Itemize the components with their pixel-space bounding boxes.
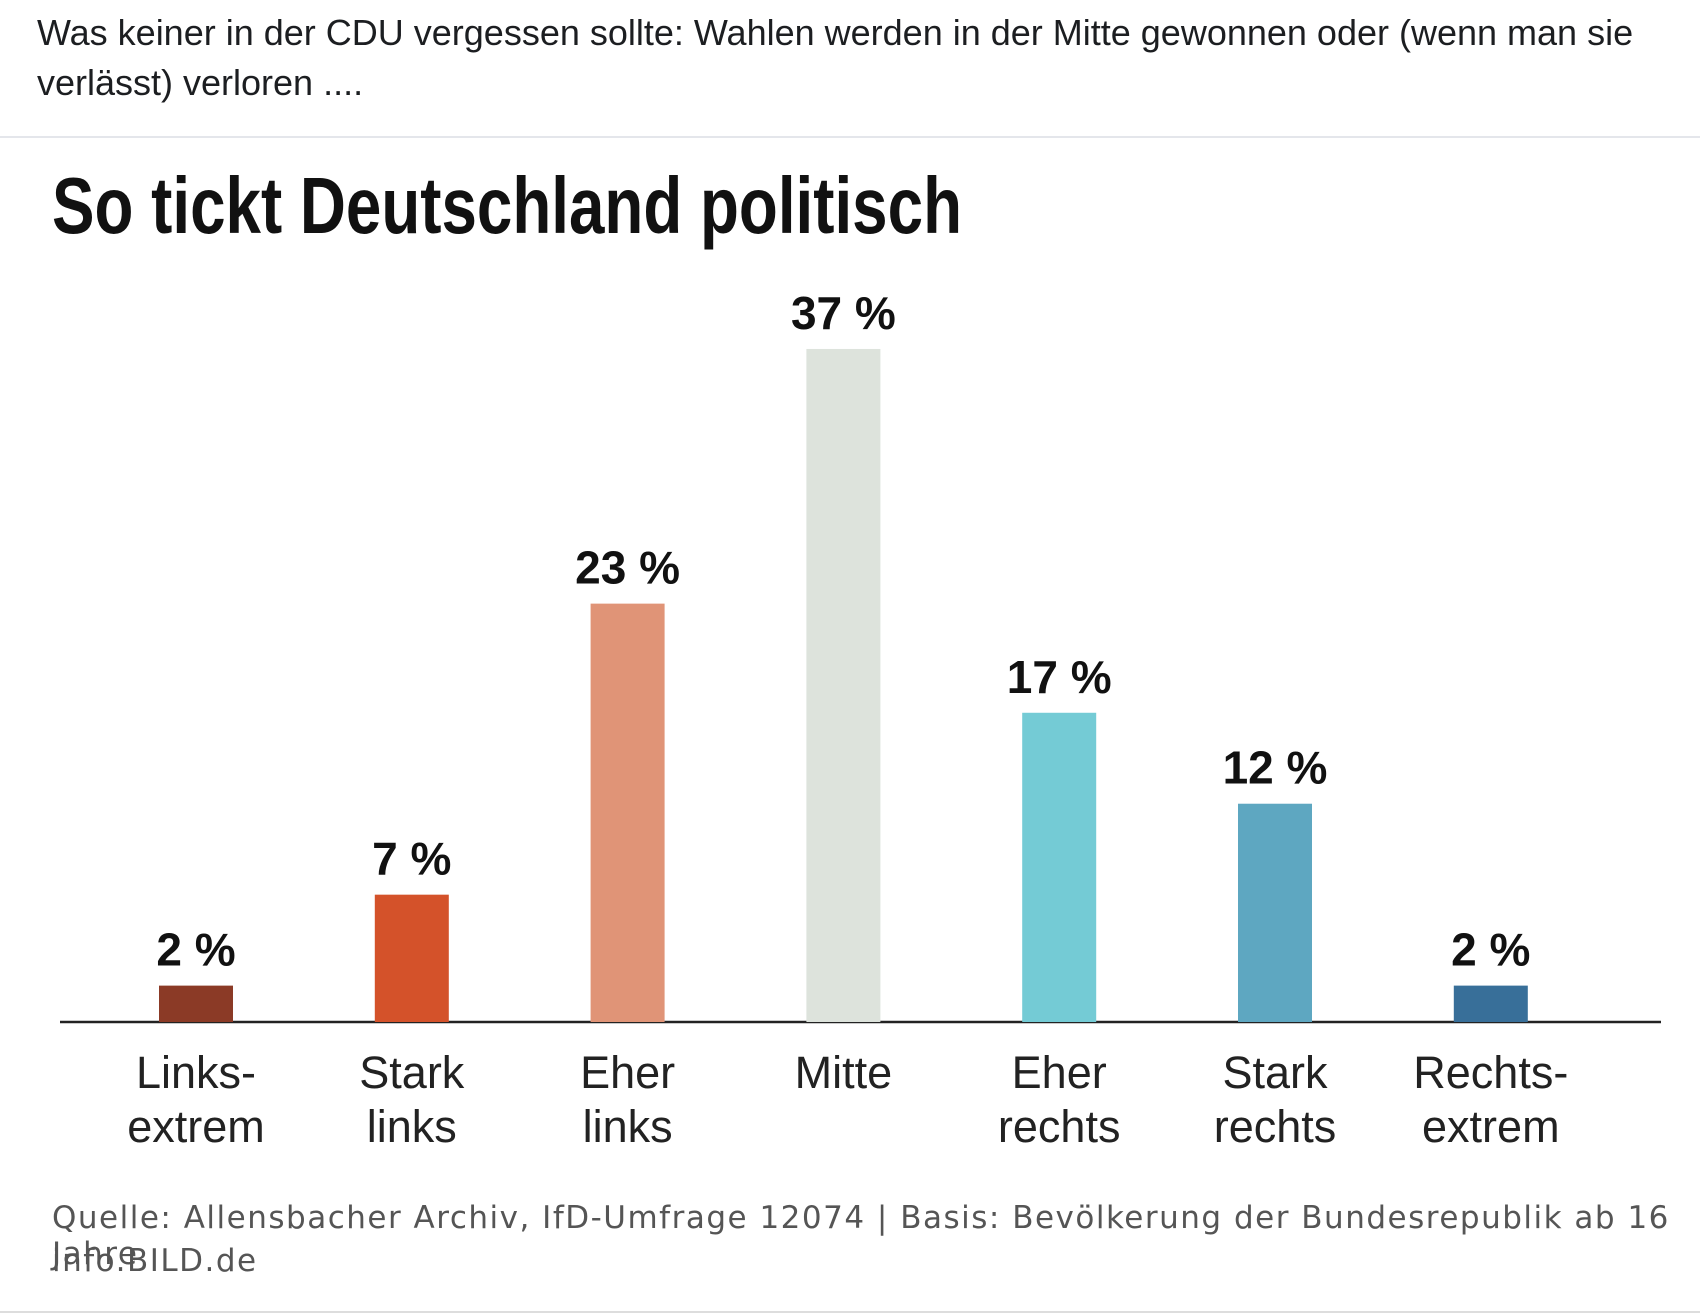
category-label: Stark rechts [1213,1047,1337,1152]
chart-title: So tickt Deutschland politisch [52,161,962,250]
bar [806,348,881,1023]
bottom-border [0,1311,1700,1313]
category-label: Eher rechts [997,1047,1121,1152]
value-label: 7 % [372,833,451,885]
category-label: Links- extrem [127,1047,265,1152]
bar [1453,985,1528,1022]
bar [590,603,665,1022]
value-label: 2 % [156,924,235,976]
category-label: Mitte [794,1047,893,1098]
bar [159,985,233,1022]
value-label: 17 % [1007,651,1112,703]
value-label: 12 % [1223,742,1328,794]
post-text: Was keiner in der CDU vergessen sollte: … [37,12,1634,103]
value-label: 23 % [575,542,680,594]
category-label: Stark links [359,1047,465,1152]
category-label: Rechts- extrem [1413,1047,1569,1152]
source: Quelle: Allensbacher Archiv, IfD-Umfrage… [52,1200,1670,1272]
bar [374,894,449,1022]
value-label: 37 % [791,287,896,339]
bar [1022,712,1097,1022]
bar [1238,803,1312,1022]
credit: info.BILD.de [52,1243,258,1279]
value-label: 2 % [1451,924,1530,976]
separator [0,136,1700,138]
category-label: Eher links [580,1047,676,1152]
